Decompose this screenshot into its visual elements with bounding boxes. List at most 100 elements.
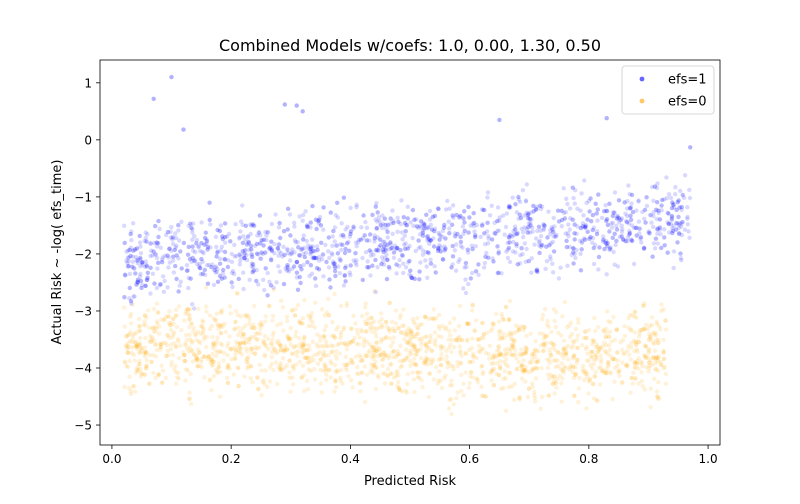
data-point xyxy=(154,255,160,261)
data-point xyxy=(392,328,398,334)
data-point xyxy=(332,335,337,340)
data-point xyxy=(370,263,375,269)
data-point xyxy=(680,192,685,198)
data-point xyxy=(308,245,314,251)
data-point xyxy=(642,245,647,250)
data-point xyxy=(561,338,567,343)
data-point xyxy=(225,380,231,386)
data-point xyxy=(530,229,535,234)
data-point xyxy=(331,261,336,266)
data-point xyxy=(249,252,254,257)
data-point xyxy=(440,323,445,329)
data-point xyxy=(415,331,421,336)
data-point xyxy=(271,367,276,373)
data-point xyxy=(186,349,191,354)
data-point xyxy=(371,252,376,257)
data-point xyxy=(329,349,335,355)
data-point xyxy=(669,213,675,219)
data-point xyxy=(442,244,447,249)
data-point xyxy=(385,257,390,262)
data-point xyxy=(408,339,413,344)
data-point xyxy=(547,243,552,248)
data-point xyxy=(502,232,507,237)
data-point xyxy=(328,375,333,380)
data-point xyxy=(278,235,283,241)
data-point-outlier xyxy=(604,116,609,121)
data-point xyxy=(315,332,320,337)
data-point xyxy=(186,285,191,291)
data-point xyxy=(321,353,326,359)
data-point xyxy=(528,223,533,228)
data-point xyxy=(223,234,228,240)
data-point xyxy=(633,339,638,344)
data-point xyxy=(209,323,215,329)
data-point xyxy=(491,367,497,372)
data-point xyxy=(603,343,609,348)
data-point xyxy=(502,347,508,352)
data-point xyxy=(425,238,430,243)
data-point xyxy=(200,259,205,264)
data-point xyxy=(498,351,504,356)
data-point xyxy=(130,336,136,341)
data-point xyxy=(217,273,223,279)
data-point xyxy=(183,309,189,314)
data-point xyxy=(294,259,300,265)
data-point xyxy=(267,303,272,309)
data-point xyxy=(657,217,663,222)
data-point xyxy=(432,317,437,322)
data-point xyxy=(440,257,446,262)
data-point xyxy=(674,220,679,226)
data-point xyxy=(576,316,581,322)
data-point xyxy=(421,360,426,366)
data-point xyxy=(454,212,459,218)
data-point xyxy=(232,326,238,331)
data-point xyxy=(318,357,323,362)
data-point xyxy=(402,220,408,226)
data-point xyxy=(605,240,610,246)
data-point xyxy=(567,323,572,328)
data-point xyxy=(659,203,664,208)
data-point xyxy=(632,330,637,335)
data-point xyxy=(135,280,140,285)
data-point xyxy=(442,376,447,381)
data-point xyxy=(334,243,339,248)
data-point xyxy=(237,252,242,257)
data-point xyxy=(220,234,225,239)
series-efs-1 xyxy=(122,74,693,311)
data-point xyxy=(321,274,326,279)
data-point xyxy=(632,225,637,231)
data-point xyxy=(251,265,256,270)
data-point xyxy=(183,378,188,383)
data-point xyxy=(558,366,564,371)
data-point xyxy=(589,219,594,224)
data-point xyxy=(643,344,649,349)
data-point xyxy=(310,203,315,209)
data-point xyxy=(235,291,240,296)
data-point xyxy=(250,222,255,227)
data-point xyxy=(481,265,487,270)
data-point xyxy=(227,366,232,371)
data-point xyxy=(199,256,204,262)
data-point xyxy=(241,340,247,346)
data-point xyxy=(621,351,626,357)
data-point xyxy=(647,331,652,337)
data-point xyxy=(203,230,208,235)
data-point xyxy=(367,348,372,353)
data-point xyxy=(530,352,535,357)
data-point xyxy=(155,266,160,271)
data-point xyxy=(369,249,374,255)
data-point xyxy=(244,242,250,247)
data-point xyxy=(630,238,635,244)
data-point xyxy=(179,328,184,333)
data-point xyxy=(428,261,434,266)
data-point xyxy=(131,352,136,358)
data-point xyxy=(275,246,280,251)
data-point xyxy=(316,258,322,263)
data-point xyxy=(304,223,310,228)
data-point xyxy=(286,269,292,274)
data-point xyxy=(300,342,305,348)
data-point xyxy=(588,350,593,355)
data-point xyxy=(157,331,162,336)
data-point xyxy=(623,239,628,244)
data-point xyxy=(269,239,274,244)
